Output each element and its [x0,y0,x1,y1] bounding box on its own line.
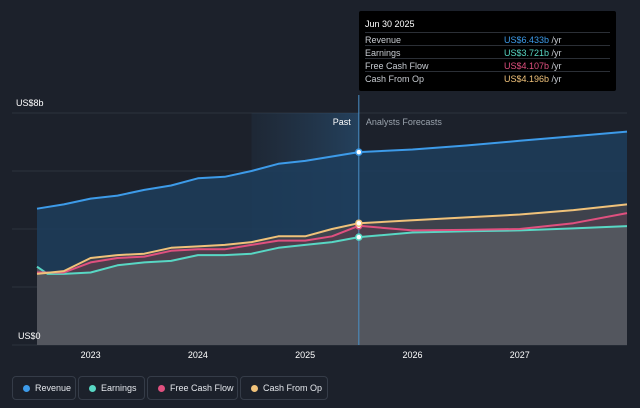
legend-item-earnings[interactable]: Earnings [78,376,145,400]
legend-item-revenue[interactable]: Revenue [12,376,76,400]
line-revenue [36,130,628,210]
legend-label: Earnings [101,383,137,393]
legend-dot-icon [23,385,30,392]
x-tick-label: 2024 [188,350,208,360]
area-fills [37,131,627,345]
tooltip-label: Revenue [365,35,402,45]
legend-label: Free Cash Flow [170,383,234,393]
legend-label: Cash From Op [263,383,323,393]
tooltip-value: US$6.433b /yr [504,35,562,45]
legend-label: Revenue [35,383,72,393]
x-axis-ticks: 2023 2024 2025 2026 2027 [81,350,530,360]
forecast-label: Analysts Forecasts [366,117,443,127]
x-tick-label: 2026 [402,350,422,360]
tooltip-row-revenue: Revenue US$6.433b /yr [365,32,610,46]
x-tick-label: 2025 [295,350,315,360]
line-earnings [36,225,628,275]
legend-dot-icon [251,385,258,392]
marker-earnings [355,233,363,241]
y-axis-top-label: US$8b [16,98,44,108]
tooltip-row-free-cash-flow: Free Cash Flow US$4.107b /yr [365,58,610,72]
today-markers [355,148,363,241]
tooltip-value: US$4.196b /yr [504,74,562,84]
marker-cash-from-op [355,219,363,227]
tooltip-label: Earnings [365,48,401,58]
tooltip-row-earnings: Earnings US$3.721b /yr [365,45,610,59]
legend-item-free-cash-flow[interactable]: Free Cash Flow [147,376,238,400]
x-tick-label: 2027 [510,350,530,360]
area-earnings [37,226,627,345]
tooltip-label: Free Cash Flow [365,61,429,71]
past-label: Past [333,117,352,127]
series-lines [36,130,628,275]
line-cash-from-op [36,203,628,275]
y-axis-bottom-label: US$0 [18,331,41,341]
tooltip-value: US$4.107b /yr [504,61,562,71]
tooltip-label: Cash From Op [365,74,425,84]
tooltip-row-cash-from-op: Cash From Op US$4.196b /yr [365,71,610,85]
x-tick-label: 2023 [81,350,101,360]
marker-revenue [355,148,363,156]
legend-dot-icon [89,385,96,392]
tooltip-value: US$3.721b /yr [504,48,562,58]
tooltip-panel: Jun 30 2025 Revenue US$6.433b /yr Earnin… [359,11,616,91]
tooltip-date: Jun 30 2025 [365,19,415,29]
line-free-cash-flow [37,212,628,274]
legend-dot-icon [158,385,165,392]
legend-item-cash-from-op[interactable]: Cash From Op [240,376,328,400]
